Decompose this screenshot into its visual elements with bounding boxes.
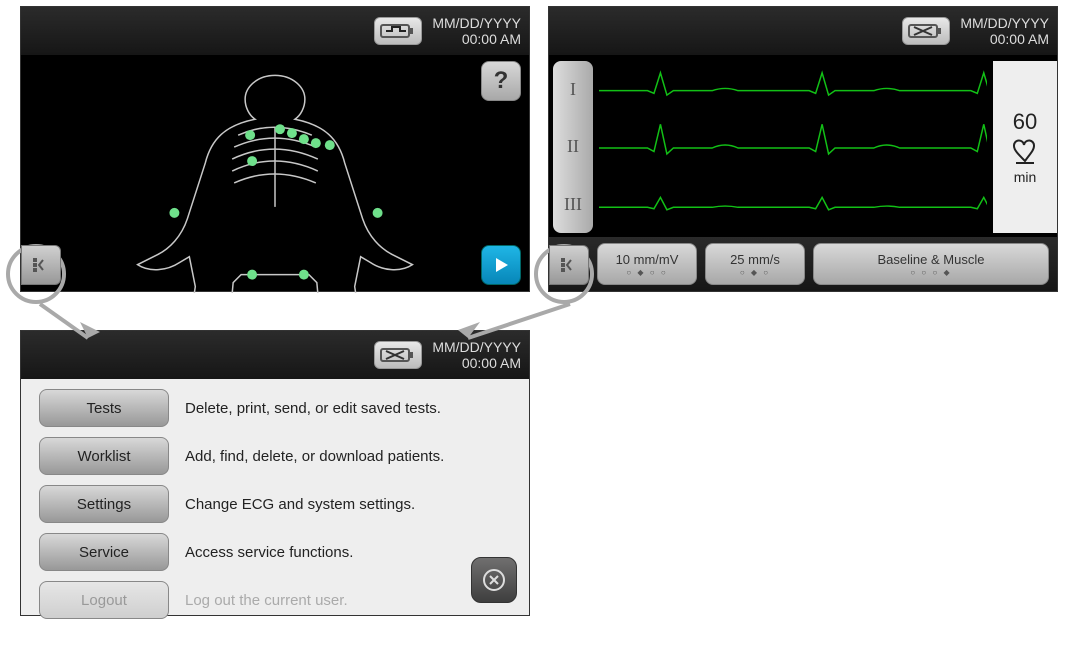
settings-description: Change ECG and system settings.	[185, 496, 415, 513]
service-description: Access service functions.	[185, 544, 353, 561]
electrode-dot	[299, 134, 309, 144]
speed-label: 25 mm/s	[730, 252, 780, 267]
gain-selector[interactable]: 10 mm/mV ○ ◆ ○ ○	[597, 243, 697, 285]
datetime: MM/DD/YYYY 00:00 AM	[960, 15, 1049, 47]
time-text: 00:00 AM	[432, 31, 521, 47]
filter-label: Baseline & Muscle	[878, 252, 985, 267]
ecg-trace	[599, 197, 987, 209]
menu-row-tests: Tests Delete, print, send, or edit saved …	[39, 389, 511, 427]
speed-selector[interactable]: 25 mm/s ○ ◆ ○	[705, 243, 805, 285]
top-bar: MM/DD/YYYY 00:00 AM	[549, 7, 1057, 55]
datetime: MM/DD/YYYY 00:00 AM	[432, 339, 521, 371]
logout-button: Logout	[39, 581, 169, 619]
menu-row-logout: Logout Log out the current user.	[39, 581, 511, 619]
electrode-dot	[311, 138, 321, 148]
heart-rate-value: 60	[1013, 109, 1037, 135]
ecg-trace	[599, 73, 987, 95]
electrode-dot	[299, 270, 309, 280]
battery-charging-icon	[374, 17, 422, 45]
date-text: MM/DD/YYYY	[432, 339, 521, 355]
heart-rate-unit: min	[1014, 169, 1037, 185]
time-text: 00:00 AM	[960, 31, 1049, 47]
lead-label: II	[567, 136, 579, 157]
torso-diagram	[21, 57, 529, 291]
waveform-screen: MM/DD/YYYY 00:00 AM ? I II III 60 min 10…	[548, 6, 1058, 292]
worklist-button[interactable]: Worklist	[39, 437, 169, 475]
date-text: MM/DD/YYYY	[960, 15, 1049, 31]
date-text: MM/DD/YYYY	[432, 15, 521, 31]
close-button[interactable]	[471, 557, 517, 603]
service-button[interactable]: Service	[39, 533, 169, 571]
lead-selector[interactable]: I II III	[553, 61, 593, 233]
electrode-dot	[245, 130, 255, 140]
top-bar: MM/DD/YYYY 00:00 AM	[21, 7, 529, 55]
filter-selector[interactable]: Baseline & Muscle ○ ○ ○ ◆	[813, 243, 1049, 285]
heart-rate-display: 60 min	[993, 61, 1057, 233]
tests-button[interactable]: Tests	[39, 389, 169, 427]
menu-row-worklist: Worklist Add, find, delete, or download p…	[39, 437, 511, 475]
battery-error-icon	[374, 341, 422, 369]
menu-list: Tests Delete, print, send, or edit saved …	[39, 389, 511, 605]
electrode-dot	[287, 128, 297, 138]
electrode-dot	[325, 140, 335, 150]
time-text: 00:00 AM	[432, 355, 521, 371]
menu-row-settings: Settings Change ECG and system settings.	[39, 485, 511, 523]
worklist-description: Add, find, delete, or download patients.	[185, 448, 444, 465]
electrode-placement-screen: MM/DD/YYYY 00:00 AM ?	[20, 6, 530, 292]
menu-tab-button[interactable]	[21, 245, 61, 285]
top-bar: MM/DD/YYYY 00:00 AM	[21, 331, 529, 379]
ecg-trace	[599, 124, 987, 154]
electrode-dot	[275, 124, 285, 134]
selector-dots: ○ ◆ ○	[740, 268, 770, 277]
settings-button[interactable]: Settings	[39, 485, 169, 523]
selector-dots: ○ ◆ ○ ○	[626, 268, 667, 277]
lead-label: I	[570, 79, 576, 100]
electrode-dot	[373, 208, 383, 218]
datetime: MM/DD/YYYY 00:00 AM	[432, 15, 521, 47]
electrode-dot	[247, 270, 257, 280]
tests-description: Delete, print, send, or edit saved tests…	[185, 400, 441, 417]
selector-dots: ○ ○ ○ ◆	[910, 268, 951, 277]
footer-bar: 10 mm/mV ○ ◆ ○ ○ 25 mm/s ○ ◆ ○ Baseline …	[549, 237, 1057, 291]
gain-label: 10 mm/mV	[616, 252, 679, 267]
electrode-dot	[169, 208, 179, 218]
logout-description: Log out the current user.	[185, 592, 348, 609]
main-menu-screen: MM/DD/YYYY 00:00 AM Tests Delete, print, …	[20, 330, 530, 616]
lead-label: III	[564, 194, 582, 215]
menu-row-service: Service Access service functions.	[39, 533, 511, 571]
waveform-area	[599, 61, 987, 233]
electrode-dot	[247, 156, 257, 166]
heart-icon	[1012, 139, 1038, 165]
play-button[interactable]	[481, 245, 521, 285]
battery-error-icon	[902, 17, 950, 45]
menu-tab-button[interactable]	[549, 245, 589, 285]
